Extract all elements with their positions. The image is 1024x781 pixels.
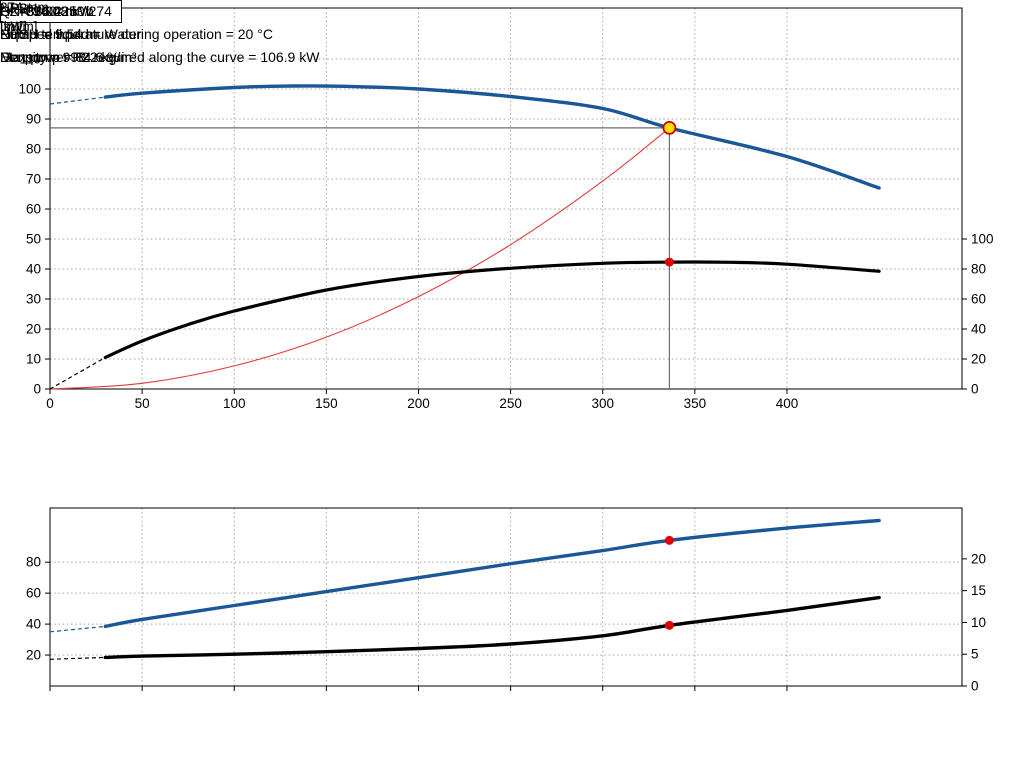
svg-text:300: 300 [591,396,614,411]
svg-text:60: 60 [971,292,986,307]
svg-text:40: 40 [26,617,41,632]
svg-text:40: 40 [971,322,986,337]
svg-text:80: 80 [26,555,41,570]
svg-text:0: 0 [46,396,54,411]
npsh-axis-symbol: NPSH [0,1,38,16]
svg-text:0: 0 [971,679,979,694]
svg-text:50: 50 [135,396,150,411]
svg-text:60: 60 [26,202,41,217]
p2-axis-symbol: P2 [10,1,27,16]
duty-annotations-right: H = 87.04 m Liquid temperature during op… [0,0,273,69]
pump-type-box: NK 100-250/274 [0,0,122,23]
svg-text:0: 0 [33,382,41,397]
svg-text:10: 10 [971,615,986,630]
svg-text:15: 15 [971,583,986,598]
svg-text:200: 200 [407,396,430,411]
power-annotations: P2 = 94.08 kW NPSH = 9.54 m Max power P2… [0,0,319,69]
svg-text:10: 10 [26,352,41,367]
svg-text:350: 350 [684,396,707,411]
svg-text:20: 20 [26,648,41,663]
annotation-p2: P2 = 94.08 kW [0,3,93,19]
annotation-liquid-temperature: Liquid temperature during operation = 20… [0,26,273,42]
svg-text:50: 50 [26,232,41,247]
svg-text:5: 5 [971,647,979,662]
svg-text:0: 0 [971,382,979,397]
svg-text:100: 100 [971,232,994,247]
annotation-pumped-liquid: Pumped liquid = Water [0,26,142,42]
svg-text:110: 110 [19,52,41,67]
svg-text:60: 60 [26,586,41,601]
svg-text:70: 70 [26,172,41,187]
svg-text:100: 100 [223,396,246,411]
svg-text:20: 20 [971,551,986,566]
svg-text:20: 20 [971,352,986,367]
svg-text:400: 400 [776,396,799,411]
svg-text:20: 20 [26,322,41,337]
annotation-npsh: NPSH = 9.54 m [0,26,98,42]
annotation-density: Density = 998.2 kg/m³ [0,49,137,65]
p2-axis-title: P2 [kW] [0,0,27,36]
p2-axis-unit: [kW] [0,19,27,34]
annotation-eta-pump: Eta pump = 84.6 % [0,49,120,65]
svg-text:150: 150 [315,396,338,411]
duty-annotations-left: Q = 336.2 m³/h Pumped liquid = Water Den… [0,0,142,69]
svg-text:80: 80 [26,142,41,157]
impeller-diameter-label: 274 mm [0,0,49,15]
svg-text:80: 80 [971,262,986,277]
npsh-axis-unit: [m] [18,19,38,34]
annotation-max-power: Max power P2 required along the curve = … [0,49,320,65]
annotation-head: H = 87.04 m [0,3,77,19]
svg-text:90: 90 [26,112,41,127]
svg-text:100: 100 [18,82,41,97]
svg-text:30: 30 [26,292,41,307]
svg-text:250: 250 [499,396,522,411]
svg-text:40: 40 [26,262,41,277]
annotation-flow: Q = 336.2 m³/h [0,3,94,19]
npsh-axis-title: NPSH [m] [0,0,38,36]
